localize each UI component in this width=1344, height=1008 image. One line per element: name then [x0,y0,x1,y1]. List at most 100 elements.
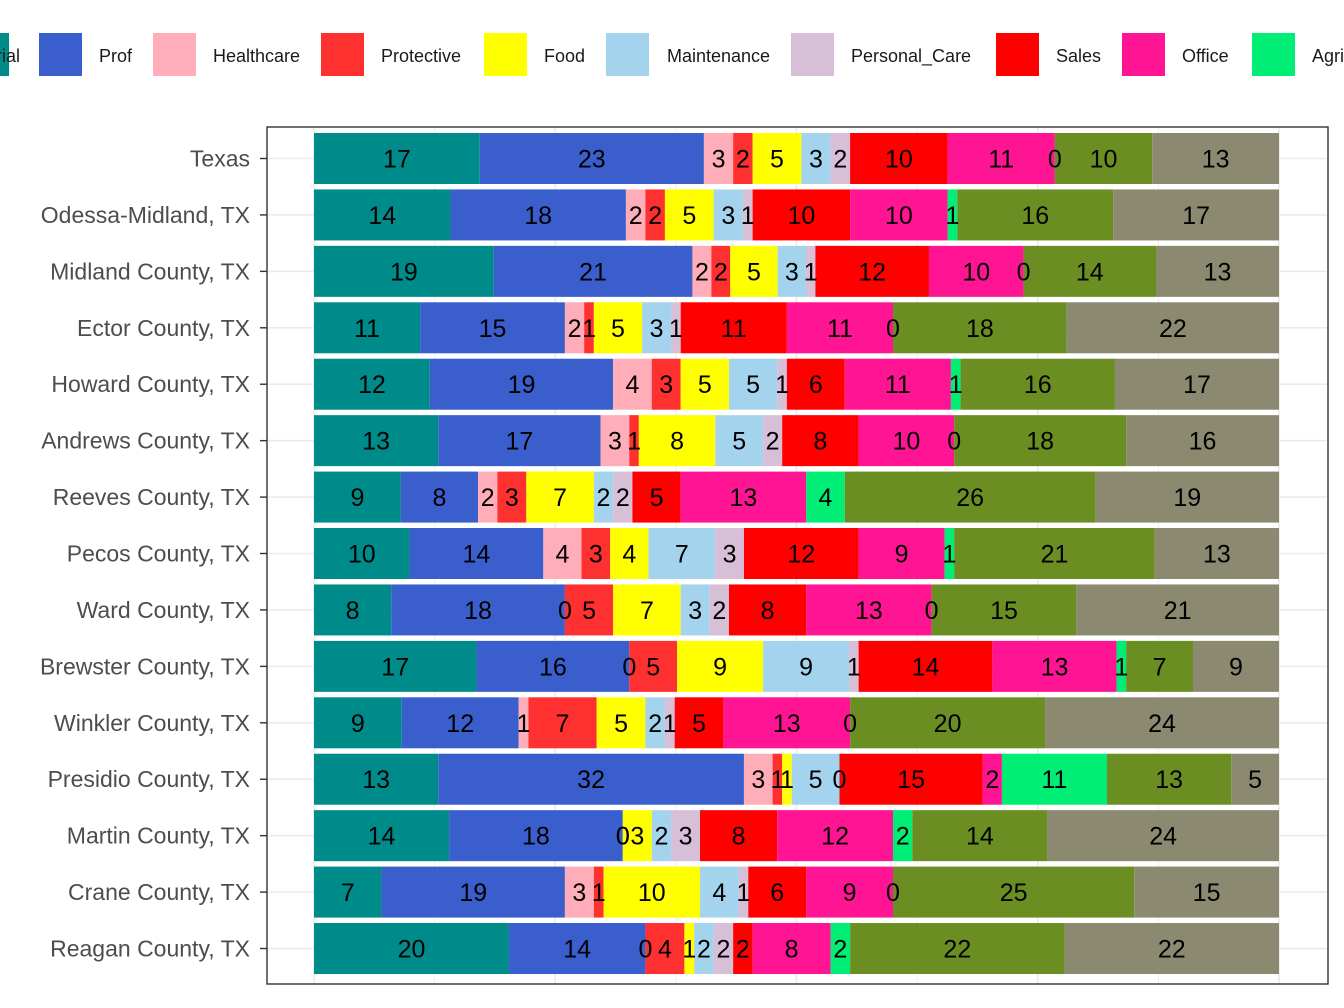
bar-segment-midland-county-tx-sales [815,245,929,297]
bar-segment-odessa-midland-tx-prof [450,189,626,241]
bar-segment-midland-county-tx-series-11 [1023,245,1157,297]
y-tick-label: Andrews County, TX [41,428,250,454]
data-label: 10 [638,879,666,907]
bar-segment-winkler-county-tx-maintenance [645,697,665,749]
bar-segment-reeves-county-tx-protective [497,471,527,523]
data-label: 10 [1090,146,1118,174]
data-label: 5 [746,371,760,399]
data-label: 12 [858,258,886,286]
bar-segment-andrews-county-tx-office [858,415,955,467]
data-label: 11 [1041,766,1067,794]
y-tick-label: Pecos County, TX [67,541,250,567]
data-label: 13 [773,710,801,738]
data-label: 4 [658,936,672,964]
bar-segment-odessa-midland-tx-series-12 [1113,189,1279,241]
data-label: 14 [368,823,396,851]
data-label: 1 [770,766,784,794]
data-label: 2 [616,484,630,512]
data-label: 7 [556,710,570,738]
bar-segment-howard-county-tx-protective [651,358,681,410]
data-label: 21 [1041,541,1069,569]
bar-segment-reagan-county-tx-series-12 [1064,923,1279,975]
bar-segment-ward-county-tx-food [613,584,681,636]
bar-segment-ector-county-tx-personal-care [671,302,681,354]
bar-segment-reagan-county-tx-maintenance [694,923,714,975]
data-label: 9 [350,484,364,512]
data-label: 9 [799,653,813,681]
data-label: 7 [1153,653,1167,681]
data-label: 18 [464,597,492,625]
bar-segment-ward-county-tx-prof [391,584,565,636]
bar-segment-crane-county-tx-managerial [314,866,382,918]
data-label: 0 [638,936,652,964]
data-label: 3 [630,823,644,851]
data-label: 8 [732,823,746,851]
bar-segment-pecos-county-tx-series-12 [1154,528,1279,580]
data-label: 22 [1159,315,1187,343]
y-tick-label: Brewster County, TX [40,653,250,679]
bar-segment-pecos-county-tx-sales [743,528,859,580]
bar-segment-winkler-county-tx-office [723,697,851,749]
bar-segment-andrews-county-tx-personal-care [763,415,783,467]
bar-segment-winkler-county-tx-series-11 [850,697,1046,749]
data-label: 1 [949,371,963,399]
bar-segment-texas-series-12 [1152,133,1279,184]
data-label: 9 [1229,653,1243,681]
bar-segment-texas-protective [733,133,753,184]
bar-segment-pecos-county-tx-managerial [314,528,410,580]
bar-segment-reagan-county-tx-agriculture [830,923,851,975]
data-label: 10 [787,202,815,230]
bar-segment-ward-county-tx-protective [564,584,614,636]
bar-segment-ector-county-tx-series-11 [893,302,1067,354]
legend-key-maintenance [606,33,649,76]
bar-segment-texas-prof [479,133,704,184]
data-label: 1 [592,879,606,907]
bar-segment-howard-county-tx-food [680,358,729,410]
data-label: 2 [568,315,582,343]
data-label: 5 [698,371,712,399]
data-label: 12 [821,823,849,851]
data-label: 11 [988,146,1014,174]
bar-segment-crane-county-tx-personal-care [738,866,749,918]
y-tick-label: Martin County, TX [67,823,250,849]
legend-label-managerial: rial [0,46,20,66]
data-label: 12 [446,710,474,738]
data-label: 1 [775,371,789,399]
bar-segment-reagan-county-tx-office [752,923,831,975]
bar-segment-ward-county-tx-managerial [314,584,392,636]
data-label: 2 [766,428,780,456]
bar-segment-martin-county-tx-series-12 [1047,810,1279,862]
data-label: 5 [646,653,660,681]
bar-segment-reeves-county-tx-series-11 [844,471,1096,523]
bar-segment-reeves-county-tx-office [680,471,807,523]
data-label: 7 [675,541,689,569]
bar-segment-pecos-county-tx-personal-care [715,528,744,580]
bars [314,133,1279,975]
data-label: 0 [843,710,857,738]
data-label: 7 [640,597,654,625]
data-label: 7 [553,484,567,512]
bar-segment-crane-county-tx-office [806,866,893,918]
plot-panel-border [266,126,1329,985]
bar-segment-andrews-county-tx-series-11 [954,415,1127,467]
data-label: 10 [885,146,913,174]
legend-label-sales: Sales [1056,46,1101,66]
data-label: 18 [524,202,552,230]
data-label: 22 [1158,936,1186,964]
data-label: 2 [833,146,847,174]
bar-segment-crane-county-tx-healthcare [564,866,594,918]
data-label: 18 [522,823,550,851]
data-label: 5 [747,258,761,286]
data-label: 3 [572,879,586,907]
data-label: 17 [1183,371,1211,399]
data-label: 21 [1164,597,1192,625]
legend-key-personal-care [791,33,834,76]
bar-segment-crane-county-tx-protective [593,866,604,918]
bar-segment-howard-county-tx-agriculture [950,358,961,410]
data-label: 17 [381,653,409,681]
data-label: 5 [614,710,628,738]
data-label: 3 [650,315,664,343]
bar-segment-reeves-county-tx-series-12 [1095,471,1279,523]
y-axis: Texas Odessa-Midland, TX Midland County, T… [40,146,267,962]
bar-segment-brewster-county-tx-food [677,640,764,692]
